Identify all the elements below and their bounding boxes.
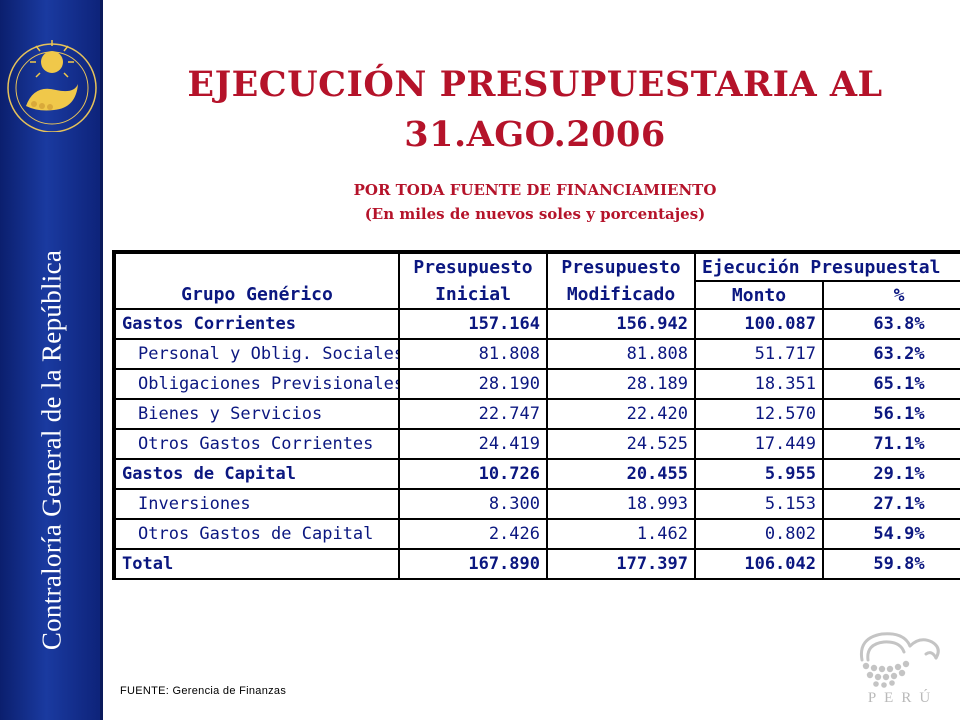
row-monto: 12.570 — [694, 398, 824, 430]
row-inicial: 157.164 — [398, 308, 548, 340]
row-pct: 63.8% — [821, 308, 960, 340]
page-subtitle-units: (En miles de nuevos soles y porcentajes) — [364, 205, 706, 223]
table-row: Otros Gastos de Capital 2.426 1.462 0.80… — [114, 518, 960, 550]
row-name: Bienes y Servicios — [114, 398, 400, 430]
page-subtitle: POR TODA FUENTE DE FINANCIAMIENTO — [353, 181, 717, 199]
row-pct: 65.1% — [821, 368, 960, 400]
table-row: Gastos de Capital 10.726 20.455 5.955 29… — [114, 458, 960, 490]
row-monto: 106.042 — [694, 548, 824, 578]
row-modificado: 20.455 — [546, 458, 696, 490]
row-inicial: 28.190 — [398, 368, 548, 400]
row-name: Gastos de Capital — [114, 458, 400, 490]
row-pct: 56.1% — [821, 398, 960, 430]
header-ejecucion: Ejecución Presupuestal — [693, 252, 960, 282]
row-modificado: 1.462 — [546, 518, 696, 550]
row-name: Otros Gastos de Capital — [114, 518, 400, 550]
sidebar-edge — [100, 0, 103, 720]
row-pct: 54.9% — [821, 518, 960, 550]
contraloria-seal-icon — [7, 40, 97, 132]
row-modificado: 28.189 — [546, 368, 696, 400]
row-name: Personal y Oblig. Sociales — [114, 338, 400, 370]
row-pct: 59.8% — [821, 548, 960, 578]
header-monto: Monto — [694, 280, 824, 310]
row-inicial: 10.726 — [398, 458, 548, 490]
table-row: Gastos Corrientes 157.164 156.942 100.08… — [114, 308, 960, 340]
row-monto: 100.087 — [694, 308, 824, 340]
peru-wordmark: PERÚ — [867, 690, 939, 706]
row-name: Total — [114, 548, 400, 578]
row-inicial: 24.419 — [398, 428, 548, 460]
row-monto: 17.449 — [694, 428, 824, 460]
row-modificado: 18.993 — [546, 488, 696, 520]
sidebar-institution-name: Contraloría General de la República — [36, 249, 67, 651]
table-row-total: Total 167.890 177.397 106.042 59.8% — [114, 548, 960, 578]
row-pct: 29.1% — [821, 458, 960, 490]
row-inicial: 22.747 — [398, 398, 548, 430]
header-grupo-top — [114, 252, 400, 281]
row-monto: 0.802 — [694, 518, 824, 550]
row-inicial: 81.808 — [398, 338, 548, 370]
row-modificado: 24.525 — [546, 428, 696, 460]
peru-brand-logo-icon — [859, 632, 940, 688]
row-monto: 18.351 — [694, 368, 824, 400]
table-row: Otros Gastos Corrientes 24.419 24.525 17… — [114, 428, 960, 460]
row-monto: 5.153 — [694, 488, 824, 520]
row-modificado: 177.397 — [546, 548, 696, 578]
row-inicial: 2.426 — [398, 518, 548, 550]
row-pct: 27.1% — [821, 488, 960, 520]
table-row: Obligaciones Previsionales 28.190 28.189… — [114, 368, 960, 400]
row-inicial: 8.300 — [398, 488, 548, 520]
header-pct: % — [821, 280, 960, 310]
row-name: Gastos Corrientes — [114, 308, 400, 340]
row-name: Otros Gastos Corrientes — [114, 428, 400, 460]
row-pct: 63.2% — [821, 338, 960, 370]
header-inicial-top: Presupuesto — [398, 252, 548, 281]
row-pct: 71.1% — [821, 428, 960, 460]
budget-table: Presupuesto Presupuesto Ejecución Presup… — [112, 250, 960, 580]
row-modificado: 156.942 — [546, 308, 696, 340]
header-grupo: Grupo Genérico — [114, 281, 400, 310]
row-name: Obligaciones Previsionales — [114, 368, 400, 400]
table-row: Bienes y Servicios 22.747 22.420 12.570 … — [114, 398, 960, 430]
header-inicial-bottom: Inicial — [398, 281, 548, 310]
row-name: Inversiones — [114, 488, 400, 520]
page-title-date: 31.AGO.2006 — [404, 114, 666, 155]
sidebar-banner: Contraloría General de la República — [0, 0, 103, 720]
row-monto: 51.717 — [694, 338, 824, 370]
header-modificado-top: Presupuesto — [546, 252, 696, 281]
row-modificado: 81.808 — [546, 338, 696, 370]
row-modificado: 22.420 — [546, 398, 696, 430]
row-monto: 5.955 — [694, 458, 824, 490]
row-inicial: 167.890 — [398, 548, 548, 578]
page-title: EJECUCIÓN PRESUPUESTARIA AL — [187, 64, 883, 105]
header-modificado-bottom: Modificado — [546, 281, 696, 310]
source-note: FUENTE: Gerencia de Finanzas — [120, 685, 287, 697]
table-row: Personal y Oblig. Sociales 81.808 81.808… — [114, 338, 960, 370]
table-row: Inversiones 8.300 18.993 5.153 27.1% — [114, 488, 960, 520]
